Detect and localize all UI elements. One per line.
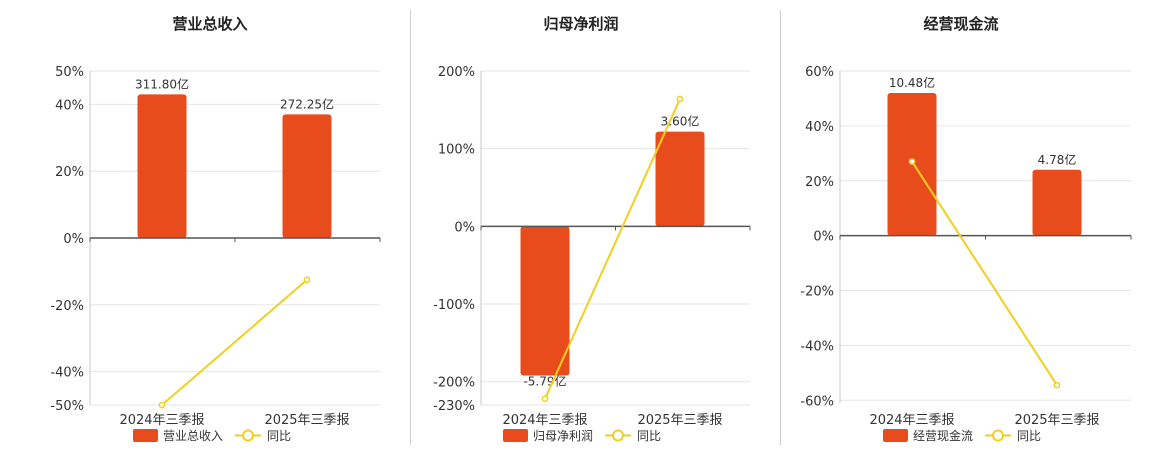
y-tick-label: 200% bbox=[438, 65, 475, 80]
yoy-point bbox=[303, 276, 311, 284]
bar bbox=[1032, 169, 1082, 236]
x-category-label: 2024年三季报 bbox=[869, 413, 954, 428]
chart-revenue: 营业总收入 50% 40% 20% 0% -20% -40% -50% 311.80亿 272.2… bbox=[50, 15, 381, 443]
y-tick-label: 100% bbox=[438, 143, 475, 158]
y-tick-label: -50% bbox=[50, 399, 84, 414]
x-category-label: 2024年三季报 bbox=[119, 413, 204, 428]
yoy-line bbox=[911, 161, 1058, 386]
legend-bar-swatch bbox=[133, 429, 158, 442]
bar-data-label: 311.80亿 bbox=[135, 76, 189, 91]
x-category-label: 2025年三季报 bbox=[1014, 413, 1099, 428]
y-tick-label: -20% bbox=[50, 299, 84, 314]
chart-net-profit: 归母净利润 200% 100% 0% -100% -200% -230% -5.79亿 3.60… bbox=[433, 15, 751, 443]
yoy-point bbox=[676, 95, 684, 103]
chart-title: 营业总收入 bbox=[172, 15, 247, 33]
y-tick-label: -200% bbox=[433, 376, 475, 391]
legend-bar-label: 归母净利润 bbox=[533, 429, 593, 443]
legend-bar-swatch bbox=[503, 429, 528, 442]
chart-panel-net-profit: 归母净利润 200% 100% 0% -100% -200% -230% -5.79亿 3.60… bbox=[411, 0, 781, 450]
y-tick-label: 0% bbox=[63, 232, 84, 247]
bar-data-label: 10.48亿 bbox=[889, 75, 935, 90]
x-category-label: 2025年三季报 bbox=[637, 413, 722, 428]
bar-data-label: -5.79亿 bbox=[523, 373, 566, 388]
yoy-point bbox=[1053, 381, 1061, 389]
y-tick-label: -60% bbox=[800, 394, 834, 409]
legend-bar-label: 营业总收入 bbox=[163, 429, 223, 443]
panel-divider bbox=[780, 10, 781, 445]
legend-bar-label: 经营现金流 bbox=[913, 428, 973, 443]
yoy-point bbox=[158, 401, 166, 409]
yoy-point bbox=[541, 395, 549, 403]
yoy-line bbox=[544, 98, 681, 400]
bar-data-label: 272.25亿 bbox=[280, 96, 334, 111]
y-tick-label: 20% bbox=[805, 175, 834, 190]
y-tick-label: 0% bbox=[454, 220, 475, 235]
y-tick-label: 40% bbox=[55, 98, 84, 113]
y-tick-label: 60% bbox=[805, 65, 834, 80]
y-tick-label: 40% bbox=[805, 120, 834, 135]
bar bbox=[655, 131, 705, 227]
y-tick-label: -40% bbox=[50, 366, 84, 381]
legend-line-label: 同比 bbox=[267, 429, 291, 443]
bar-data-label: 3.60亿 bbox=[661, 114, 700, 129]
x-category-label: 2024年三季报 bbox=[502, 413, 587, 428]
legend-line-marker bbox=[242, 429, 254, 442]
legend-line-label: 同比 bbox=[637, 429, 661, 443]
legend-bar-swatch bbox=[883, 429, 908, 442]
chart-title: 经营现金流 bbox=[923, 15, 998, 33]
yoy-point bbox=[908, 158, 916, 165]
legend-line-marker bbox=[992, 429, 1004, 442]
chart-panel-cashflow: 经营现金流 60% 40% 20% 0% -20% -40% -60% 10.48亿 4.78亿 2… bbox=[781, 0, 1160, 450]
chart-title: 归母净利润 bbox=[543, 15, 618, 33]
legend-line-label: 同比 bbox=[1017, 429, 1041, 443]
y-tick-label: -100% bbox=[433, 298, 475, 313]
bar bbox=[137, 94, 187, 238]
bar bbox=[282, 114, 332, 238]
chart-panel-revenue: 营业总收入 50% 40% 20% 0% -20% -40% -50% 311.80亿 272.2… bbox=[0, 0, 410, 450]
y-tick-label: 0% bbox=[813, 230, 834, 245]
y-tick-label: -230% bbox=[433, 399, 475, 414]
y-tick-label: 50% bbox=[55, 65, 84, 80]
legend-line-marker bbox=[612, 429, 624, 442]
x-category-label: 2025年三季报 bbox=[264, 413, 349, 428]
yoy-line bbox=[161, 278, 308, 406]
y-tick-label: -40% bbox=[800, 339, 834, 354]
chart-cashflow: 经营现金流 60% 40% 20% 0% -20% -40% -60% 10.48亿 4.78亿 2… bbox=[800, 15, 1132, 443]
y-tick-label: -20% bbox=[800, 285, 834, 300]
y-tick-label: 20% bbox=[55, 165, 84, 180]
bar bbox=[520, 226, 570, 376]
bar-data-label: 4.78亿 bbox=[1038, 152, 1077, 167]
panel-divider bbox=[410, 10, 411, 445]
